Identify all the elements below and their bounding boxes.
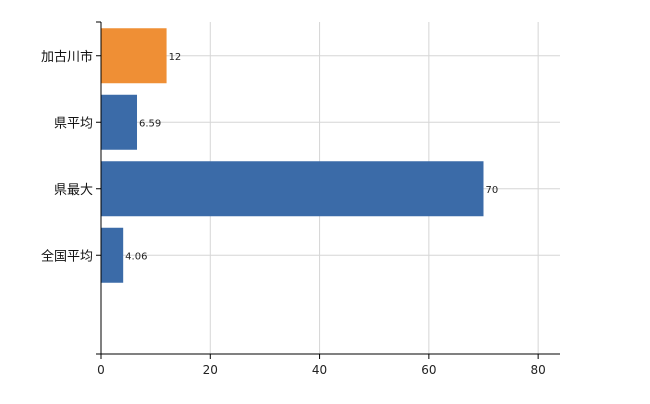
x-tick-label: 60 (421, 363, 436, 377)
category-label: 県最大 (54, 183, 93, 198)
data-label: 70 (486, 185, 499, 196)
bar-1 (101, 94, 138, 150)
category-label: 全国平均 (41, 248, 93, 264)
x-tick-label: 0 (97, 363, 105, 377)
data-label: 12 (169, 52, 182, 63)
category-label: 県平均 (54, 116, 93, 131)
data-label: 6.59 (139, 118, 161, 129)
bar-2 (101, 161, 484, 217)
data-label: 4.06 (125, 251, 147, 262)
label-layer: 0 20 40 60 80 加古川市 12 県平均 6.59 県最大 70 全国平均 4.06 (41, 49, 546, 377)
x-tick-label: 20 (203, 363, 218, 377)
x-tick-label: 40 (312, 363, 327, 377)
axis-layer (96, 21, 560, 359)
bar-3 (101, 227, 124, 283)
category-label: 加古川市 (41, 49, 93, 65)
bar-layer (101, 28, 484, 283)
bar-0 (101, 28, 167, 84)
x-tick-label: 80 (531, 363, 546, 377)
